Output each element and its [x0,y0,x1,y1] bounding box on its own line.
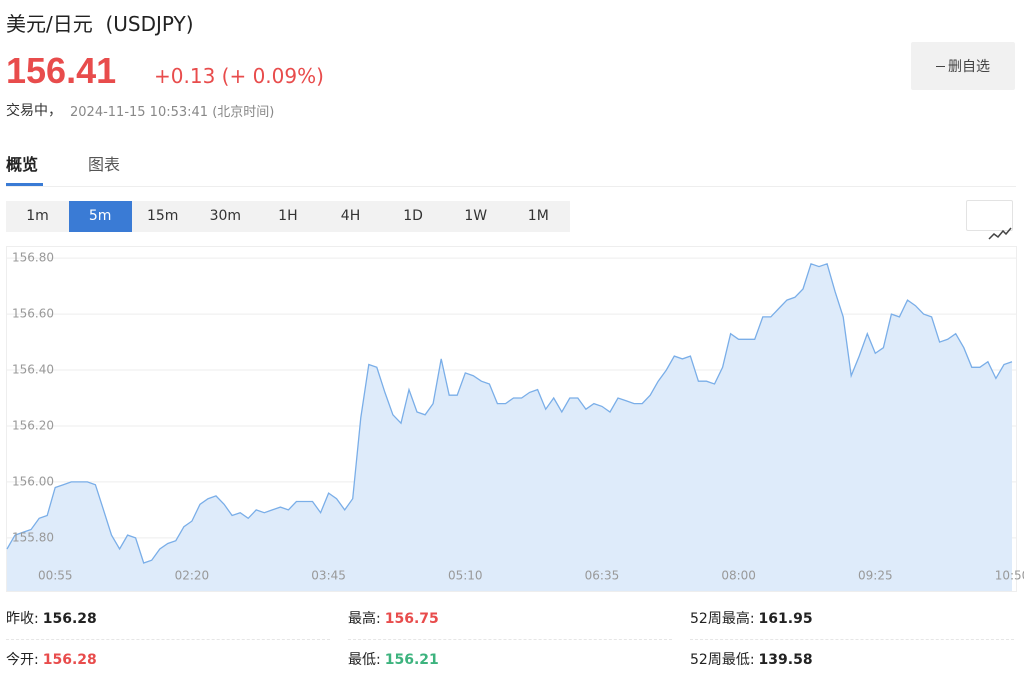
price-change: +0.13 (+ 0.09%) [154,64,324,88]
stat-item: 52周最低: 139.58 [690,649,813,669]
timestamp: 2024-11-15 10:53:41 (北京时间) [70,105,275,120]
period-button[interactable]: 5m [68,201,132,232]
stat-item: 昨收: 156.28 [6,608,97,628]
stat-divider [690,639,1014,640]
stat-value: 156.21 [384,652,439,668]
stat-label: 昨收: [6,611,39,627]
tab[interactable]: 图表 [88,155,121,174]
minus-icon [936,65,945,67]
x-tick-label: 06:35 [585,569,620,583]
tab-underline [6,183,43,186]
x-tick-label: 00:55 [38,569,73,583]
y-tick-label: 156.40 [12,363,54,377]
stat-value: 156.28 [42,652,97,668]
period-button[interactable]: 1M [527,208,549,224]
tab-divider [6,186,1016,187]
stat-label: 52周最低: [690,652,755,668]
stat-item: 最高: 156.75 [348,608,439,628]
period-button[interactable]: 30m [209,208,242,224]
trade-status: 交易中， [6,103,62,119]
stat-label: 最低: [348,652,381,668]
x-tick-label: 05:10 [448,569,483,583]
stat-divider [348,639,672,640]
tab[interactable]: 概览 [6,155,39,174]
remove-watchlist-button[interactable]: 删自选 [911,42,1015,90]
y-tick-label: 156.80 [12,251,54,265]
period-button[interactable]: 1H [278,208,298,224]
stat-label: 今开: [6,652,39,668]
period-button[interactable]: 1m [26,208,49,224]
stat-value: 161.95 [758,611,813,627]
x-tick-label: 09:25 [858,569,893,583]
period-button[interactable]: 4H [340,208,361,224]
y-tick-label: 155.80 [12,530,54,544]
period-button[interactable]: 1D [403,208,423,224]
title: 美元/日元 (USDJPY) [6,12,194,36]
y-tick-label: 156.60 [12,307,54,321]
stat-label: 最高: [348,611,381,627]
stat-label: 52周最高: [690,611,755,627]
y-tick-label: 156.20 [12,418,54,432]
stat-value: 156.28 [42,611,97,627]
line-icon [988,227,1012,240]
stat-divider [6,639,330,640]
y-tick-label: 156.00 [12,474,54,488]
stat-value: 139.58 [758,652,813,668]
stat-item: 今开: 156.28 [6,649,97,669]
stat-item: 52周最高: 161.95 [690,608,813,628]
x-tick-label: 08:00 [721,569,756,583]
x-tick-label: 10:50 [995,569,1024,583]
x-tick-label: 02:20 [175,569,210,583]
period-button[interactable]: 15m [146,208,179,224]
line [6,262,1013,564]
button-label: 删自选 [948,59,990,75]
chart-style-button[interactable] [966,200,1013,240]
price: 156.41 [6,50,117,91]
period-button[interactable]: 1W [464,208,488,224]
x-tick-label: 03:45 [311,569,346,583]
stat-value: 156.75 [384,611,439,627]
area [7,263,1012,591]
stat-item: 最低: 156.21 [348,649,439,669]
